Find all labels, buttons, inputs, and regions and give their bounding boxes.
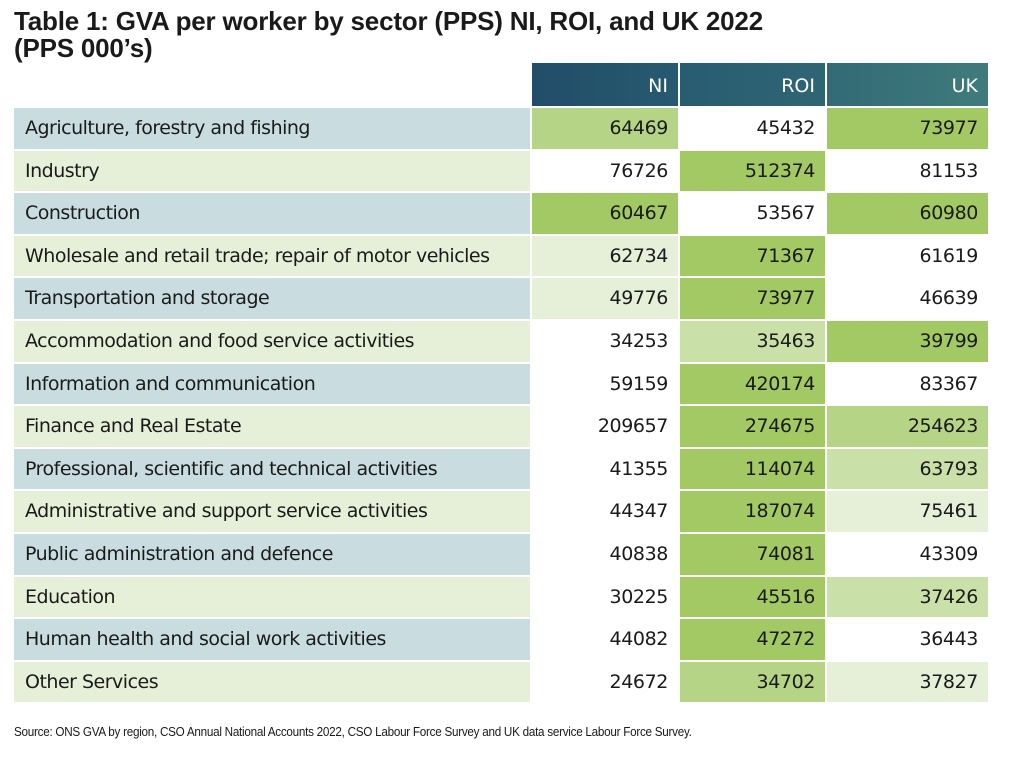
table-header-row: NI ROI UK	[14, 63, 988, 106]
row-label: Public administration and defence	[14, 533, 530, 575]
cell-ni: 30225	[532, 576, 678, 618]
cell-roi: 34702	[680, 661, 825, 703]
table-row: Human health and social work activities 4…	[14, 619, 988, 660]
cell-roi: 274675	[680, 406, 825, 447]
column-header-ni: NI	[532, 63, 678, 106]
table-title: Table 1: GVA per worker by sector (PPS) …	[14, 8, 914, 62]
cell-ni: 44082	[532, 619, 678, 660]
row-label: Professional, scientific and technical a…	[14, 448, 530, 490]
column-header-roi: ROI	[680, 63, 825, 106]
row-label: Education	[14, 576, 530, 618]
cell-uk: 43309	[827, 533, 988, 575]
table-row: Transportation and storage 49776 73977 4663…	[14, 278, 988, 319]
table-row: Wholesale and retail trade; repair of mo…	[14, 235, 988, 277]
gva-table: NI ROI UK Agriculture, forestry and fish…	[14, 63, 988, 704]
cell-roi: 47272	[680, 619, 825, 660]
cell-uk: 83367	[827, 363, 988, 405]
cell-uk: 81153	[827, 150, 988, 192]
cell-roi: 53567	[680, 193, 825, 234]
cell-uk: 254623	[827, 406, 988, 447]
cell-roi: 45516	[680, 576, 825, 618]
cell-ni: 60467	[532, 193, 678, 234]
cell-ni: 24672	[532, 661, 678, 703]
cell-ni: 62734	[532, 235, 678, 277]
cell-uk: 37426	[827, 576, 988, 618]
table-body: Agriculture, forestry and fishing 64469 45…	[14, 108, 988, 703]
header-spacer	[14, 63, 530, 106]
cell-uk: 39799	[827, 320, 988, 362]
cell-ni: 41355	[532, 448, 678, 490]
row-label: Wholesale and retail trade; repair of mo…	[14, 235, 530, 277]
row-label: Accommodation and food service activitie…	[14, 320, 530, 362]
table-row: Administrative and support service activ…	[14, 491, 988, 532]
table-row: Public administration and defence 40838 74…	[14, 533, 988, 575]
cell-uk: 63793	[827, 448, 988, 490]
row-label: Construction	[14, 193, 530, 234]
cell-roi: 420174	[680, 363, 825, 405]
cell-roi: 73977	[680, 278, 825, 319]
table-row: Industry 76726 512374 81153	[14, 150, 988, 192]
cell-roi: 35463	[680, 320, 825, 362]
table-row: Professional, scientific and technical a…	[14, 448, 988, 490]
table-row: Finance and Real Estate 209657 274675 25462…	[14, 406, 988, 447]
row-label: Administrative and support service activ…	[14, 491, 530, 532]
cell-roi: 512374	[680, 150, 825, 192]
row-label: Transportation and storage	[14, 278, 530, 319]
cell-roi: 45432	[680, 108, 825, 149]
cell-uk: 37827	[827, 661, 988, 703]
cell-roi: 114074	[680, 448, 825, 490]
cell-uk: 46639	[827, 278, 988, 319]
cell-ni: 64469	[532, 108, 678, 149]
row-label: Industry	[14, 150, 530, 192]
table-row: Agriculture, forestry and fishing 64469 45…	[14, 108, 988, 149]
source-note: Source: ONS GVA by region, CSO Annual Na…	[14, 724, 692, 739]
cell-uk: 61619	[827, 235, 988, 277]
table-row: Other Services 24672 34702 37827	[14, 661, 988, 703]
cell-uk: 36443	[827, 619, 988, 660]
cell-roi: 74081	[680, 533, 825, 575]
table-title-line-2: (PPS 000’s)	[14, 33, 153, 63]
cell-roi: 187074	[680, 491, 825, 532]
row-label: Human health and social work activities	[14, 619, 530, 660]
cell-ni: 209657	[532, 406, 678, 447]
column-header-uk: UK	[827, 63, 988, 106]
table-row: Accommodation and food service activitie…	[14, 320, 988, 362]
cell-uk: 75461	[827, 491, 988, 532]
row-label: Finance and Real Estate	[14, 406, 530, 447]
cell-ni: 44347	[532, 491, 678, 532]
cell-roi: 71367	[680, 235, 825, 277]
cell-uk: 73977	[827, 108, 988, 149]
table-row: Education 30225 45516 37426	[14, 576, 988, 618]
cell-ni: 59159	[532, 363, 678, 405]
cell-ni: 40838	[532, 533, 678, 575]
cell-uk: 60980	[827, 193, 988, 234]
row-label: Other Services	[14, 661, 530, 703]
cell-ni: 34253	[532, 320, 678, 362]
table-title-line-1: Table 1: GVA per worker by sector (PPS) …	[14, 6, 763, 36]
table-row: Construction 60467 53567 60980	[14, 193, 988, 234]
cell-ni: 76726	[532, 150, 678, 192]
row-label: Agriculture, forestry and fishing	[14, 108, 530, 149]
cell-ni: 49776	[532, 278, 678, 319]
table-row: Information and communication 59159 420174…	[14, 363, 988, 405]
row-label: Information and communication	[14, 363, 530, 405]
